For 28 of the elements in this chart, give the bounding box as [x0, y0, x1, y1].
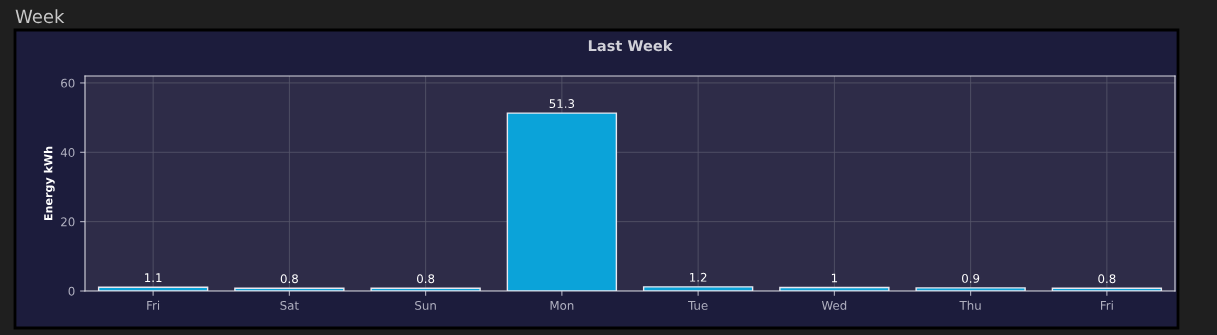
data-label: 0.9	[962, 273, 980, 283]
chart-title: Last Week	[588, 39, 673, 52]
bar	[915, 287, 1026, 291]
data-label: 0.8	[1098, 274, 1116, 284]
x-tick-label: Sat	[280, 300, 299, 310]
data-label: 0.8	[280, 274, 298, 284]
data-label: 51.3	[549, 99, 575, 109]
x-tick-label: Fri	[1101, 300, 1113, 310]
y-tick-label: 40	[60, 148, 75, 157]
bar	[506, 112, 618, 291]
bar	[779, 286, 890, 291]
x-tick-label: Sun	[415, 300, 436, 310]
x-tick-label: Fri	[147, 300, 160, 310]
x-tick-label: Tue	[688, 301, 708, 310]
x-tick-label: Thu	[959, 300, 981, 310]
y-tick-label: 60	[61, 78, 75, 88]
bar	[642, 286, 754, 291]
data-label: 0.8	[417, 274, 435, 284]
text: Week	[15, 9, 65, 24]
data-label: 1.2	[690, 272, 707, 282]
y-axis-title: Energy kWh	[43, 146, 55, 221]
x-tick-label: Wed	[821, 300, 847, 310]
bar	[97, 286, 209, 291]
x-tick-label: Mon	[550, 301, 574, 310]
y-tick-label: 0	[68, 286, 75, 296]
data-label: 1.1	[145, 273, 162, 282]
y-tick-label: 20	[61, 217, 75, 227]
data-label: 1	[831, 273, 838, 283]
